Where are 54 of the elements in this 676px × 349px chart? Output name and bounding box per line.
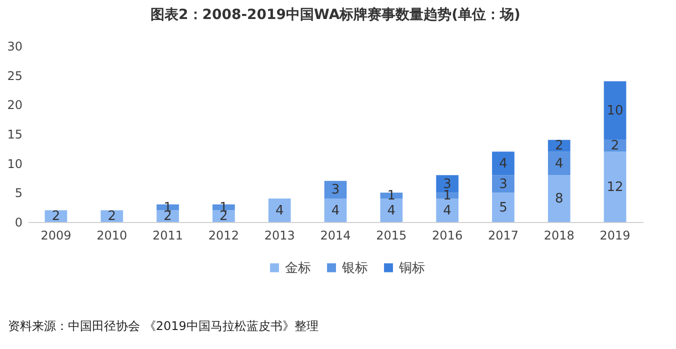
bar: [380, 198, 403, 222]
data-label: 8: [554, 192, 564, 207]
data-label: 2: [108, 209, 116, 224]
x-tick-label: 2011: [152, 228, 184, 242]
y-tick-label: 15: [7, 128, 22, 142]
bar: [212, 204, 235, 210]
y-tick-label: 30: [7, 40, 22, 54]
x-tick-label: 2013: [264, 228, 295, 242]
data-label: 4: [443, 203, 452, 218]
data-label: 1: [443, 188, 452, 204]
legend-label: 金标: [285, 260, 311, 276]
data-label: 4: [499, 156, 508, 172]
bar: [548, 152, 570, 176]
x-tick-label: 2019: [600, 228, 630, 242]
bar: [268, 198, 291, 222]
x-tick-label: 2015: [376, 228, 407, 242]
y-tick-label: 10: [7, 156, 22, 171]
data-label: 2: [52, 209, 60, 224]
bar: [604, 81, 626, 140]
data-label: 5: [499, 200, 508, 216]
bar: [436, 198, 458, 222]
data-label: 3: [499, 176, 508, 192]
data-label: 12: [606, 180, 624, 195]
x-tick-label: 2010: [96, 228, 128, 242]
x-tick-label: 2012: [208, 228, 239, 242]
bar: [604, 152, 626, 222]
y-tick-label: 25: [7, 68, 22, 83]
data-label: 2: [554, 138, 564, 154]
text: 资料来源：中国田径协会 《2019中国马拉松蓝皮书》整理: [8, 318, 318, 335]
legend-label: 银标: [341, 260, 368, 276]
bar: [492, 175, 514, 193]
bar: [492, 152, 514, 176]
x-tick-label: 2017: [488, 228, 518, 242]
data-label: 10: [606, 104, 624, 119]
x-tick-label: 2014: [320, 228, 351, 242]
legend-label: 铜标: [398, 260, 425, 276]
data-label: 4: [275, 203, 284, 218]
bar: [324, 198, 347, 222]
data-label: 4: [387, 203, 396, 218]
bar: [492, 192, 514, 222]
y-tick-label: 5: [14, 186, 22, 200]
data-label: 4: [331, 203, 340, 218]
bar: [548, 175, 570, 222]
y-tick-label: 0: [14, 216, 22, 230]
y-tick-label: 20: [7, 98, 22, 112]
data-label: 1: [387, 188, 396, 204]
x-tick-label: 2009: [40, 228, 72, 242]
data-label: 2: [610, 138, 620, 154]
x-tick-label: 2018: [544, 228, 574, 242]
data-label: 4: [554, 156, 564, 172]
data-label: 3: [331, 182, 340, 198]
x-tick-label: 2016: [432, 228, 463, 242]
chart-title: 图表2：2008-2019中国WA标牌赛事数量趋势(单位：场): [150, 6, 520, 23]
bar: [156, 204, 179, 210]
